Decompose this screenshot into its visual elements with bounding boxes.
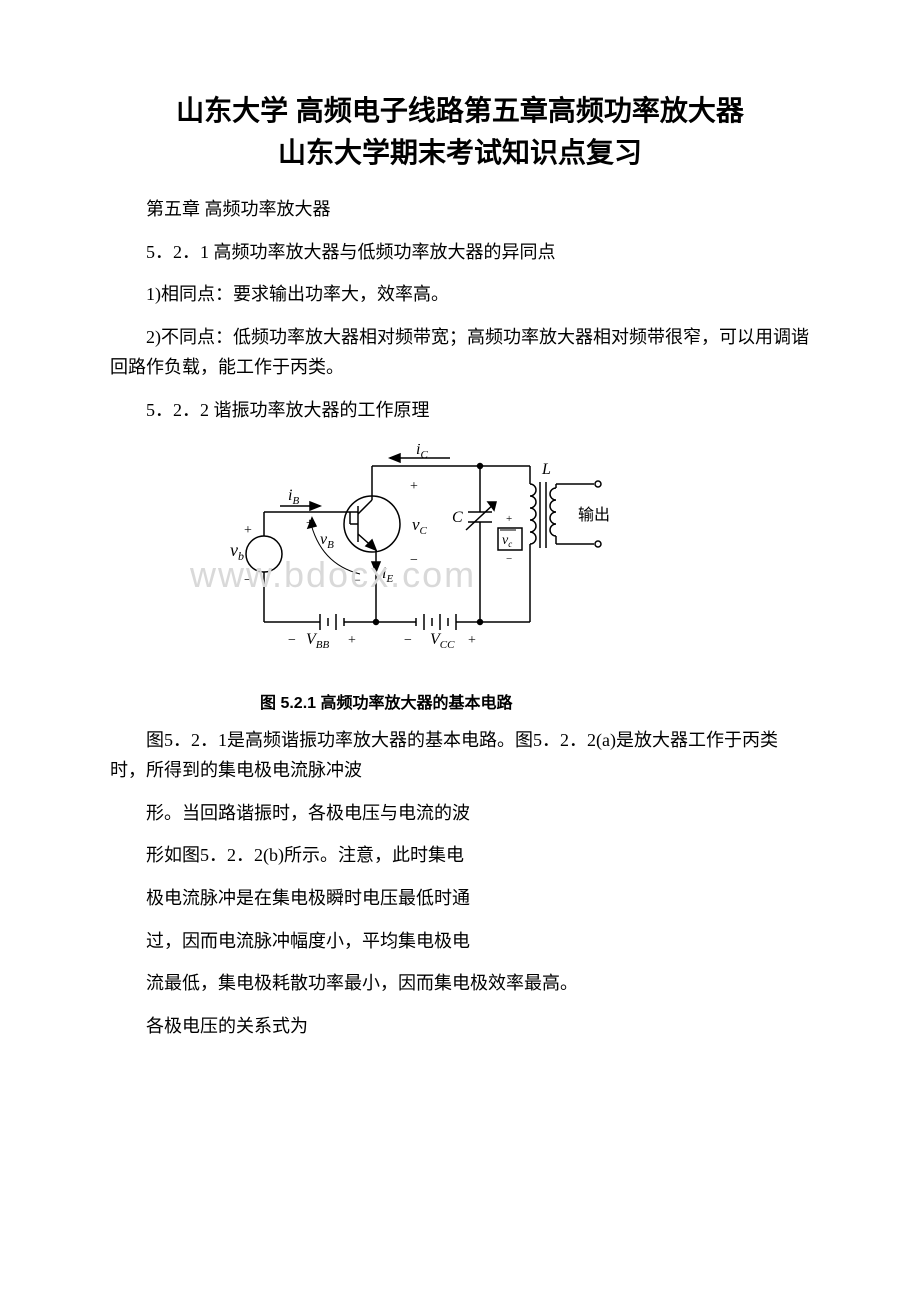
paragraph-3: 图5．2．1是高频谐振功率放大器的基本电路。图5．2．2(a)是放大器工作于丙类… xyxy=(110,725,810,786)
title-line-1: 山东大学 高频电子线路第五章高频功率放大器 xyxy=(176,95,744,126)
plus-vcc: + xyxy=(468,633,476,648)
subsection-522: 5．2．2 谐振功率放大器的工作原理 xyxy=(110,395,810,426)
title-line-2: 山东大学期末考试知识点复习 xyxy=(278,137,642,168)
minus-vb: − xyxy=(244,573,252,588)
paragraph-diff: 2)不同点：低频功率放大器相对频带宽；高频功率放大器相对频带很窄，可以用调谐回路… xyxy=(110,322,810,383)
label-vcc: VCC xyxy=(430,631,455,651)
document-title: 山东大学 高频电子线路第五章高频功率放大器 山东大学期末考试知识点复习 xyxy=(110,90,810,174)
plus-vbb: + xyxy=(348,633,356,648)
label-vc-upper: vC xyxy=(412,515,428,537)
plus-vB: + xyxy=(306,515,313,529)
minus-vc2: − xyxy=(506,553,512,565)
label-ib: iB xyxy=(288,487,299,507)
figure-caption: 图 5.2.1 高频功率放大器的基本电路 xyxy=(260,689,810,713)
label-ie: iE xyxy=(382,565,393,585)
minus-vbb: − xyxy=(288,633,296,648)
label-C: C xyxy=(452,509,463,526)
label-vbb: VBB xyxy=(306,631,330,651)
paragraph-9: 各极电压的关系式为 xyxy=(110,1011,810,1042)
paragraph-4: 形。当回路谐振时，各极电压与电流的波 xyxy=(110,798,810,829)
paragraph-6: 极电流脉冲是在集电极瞬时电压最低时通 xyxy=(110,883,810,914)
plus-vb: + xyxy=(244,523,252,538)
chapter-header: 第五章 高频功率放大器 xyxy=(110,194,810,225)
paragraph-same: 1)相同点：要求输出功率大，效率高。 xyxy=(110,279,810,310)
plus-vc2: + xyxy=(506,513,512,525)
minus-vc: − xyxy=(410,553,418,568)
subsection-521: 5．2．1 高频功率放大器与低频功率放大器的异同点 xyxy=(110,237,810,268)
paragraph-5: 形如图5．2．2(b)所示。注意，此时集电 xyxy=(110,840,810,871)
label-vb: vb xyxy=(230,540,244,563)
label-output: 输出 xyxy=(578,506,610,524)
minus-vB: − xyxy=(354,573,361,587)
plus-vc: + xyxy=(410,479,418,494)
minus-vcc: − xyxy=(404,633,412,648)
label-L: L xyxy=(541,461,551,478)
paragraph-7: 过，因而电流脉冲幅度小，平均集电极电 xyxy=(110,926,810,957)
circuit-figure: iC iB vb + − xyxy=(220,444,810,679)
paragraph-8: 流最低，集电极耗散功率最小，因而集电极效率最高。 xyxy=(110,968,810,999)
